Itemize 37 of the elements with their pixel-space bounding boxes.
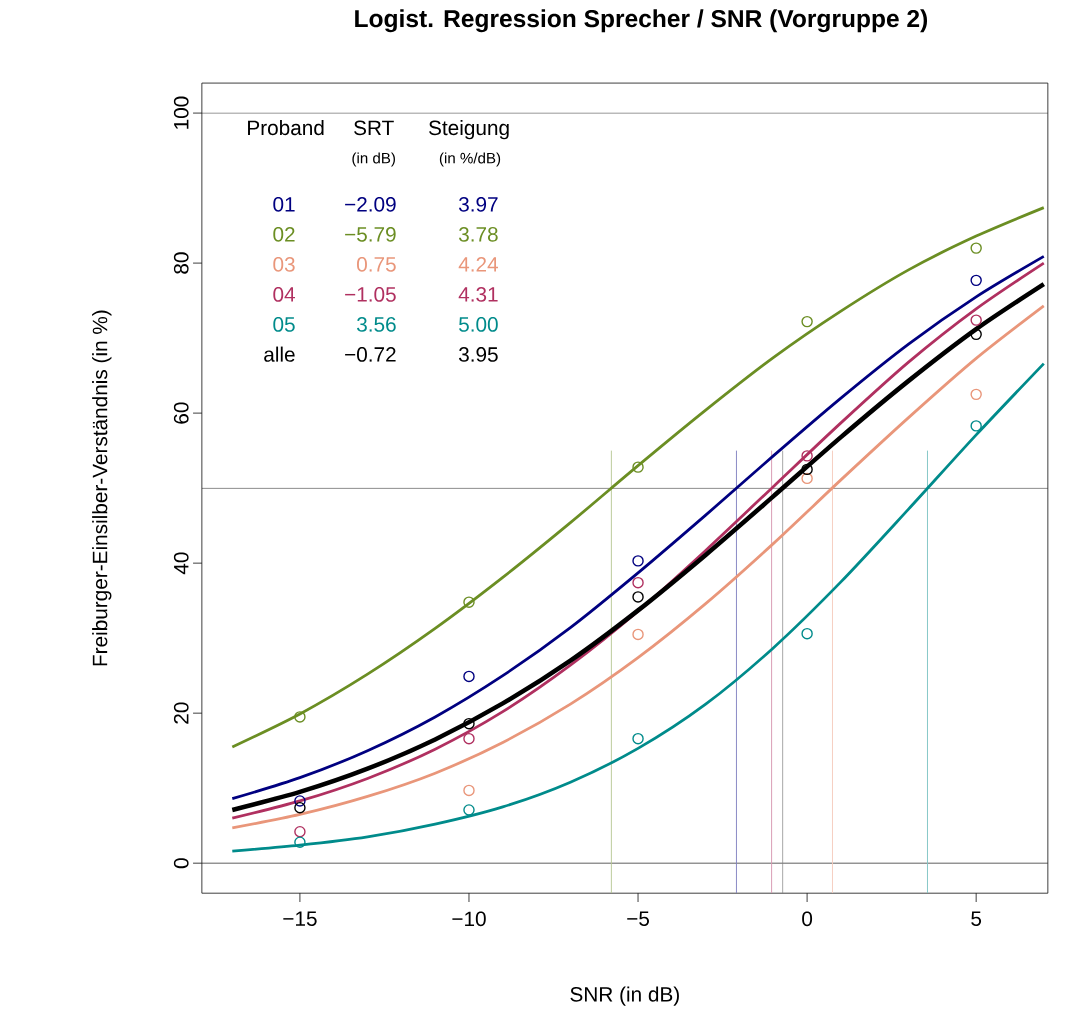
y-tick-label: 60 bbox=[173, 402, 189, 424]
annotation: 3.56 bbox=[357, 317, 396, 332]
text: 05 bbox=[273, 317, 295, 332]
x-tick-label: −5 bbox=[627, 911, 650, 927]
text: 02 bbox=[273, 227, 295, 242]
annotation: SRT bbox=[354, 120, 394, 136]
y-tick-label: 0 bbox=[173, 858, 189, 869]
chart-title: Logist. Regression Sprecher / SNR (Vorgruppe 2) bbox=[355, 9, 928, 33]
x-tick-label: 5 bbox=[971, 911, 982, 927]
y-tick-label: 20 bbox=[173, 702, 189, 724]
annotation: 3.78 bbox=[458, 227, 498, 242]
x-axis-title: SNR (in dB) bbox=[570, 986, 679, 1006]
annotation: 0.75 bbox=[357, 257, 396, 272]
legend-title: Proband bbox=[248, 120, 324, 136]
annotation: −5.79 bbox=[345, 227, 396, 242]
y-tick-label: 40 bbox=[173, 552, 189, 575]
annotation: −1.05 bbox=[345, 287, 396, 302]
annotation: −2.09 bbox=[345, 197, 396, 212]
y-tick-label: 80 bbox=[173, 252, 189, 274]
text: 04 bbox=[273, 287, 295, 302]
annotation: Steigung bbox=[429, 120, 509, 140]
y-tick-label: 100 bbox=[173, 96, 189, 129]
annotation: (in dB) bbox=[352, 152, 395, 167]
text: 01 bbox=[273, 197, 295, 212]
annotation: 3.97 bbox=[458, 197, 498, 212]
text: 03 bbox=[273, 257, 295, 272]
annotation: 5.00 bbox=[459, 317, 498, 332]
annotation: 4.24 bbox=[458, 257, 498, 272]
x-tick-label: −10 bbox=[452, 911, 486, 927]
annotation: 4.31 bbox=[458, 287, 498, 302]
x-tick-label: −15 bbox=[283, 911, 317, 927]
text: alle bbox=[264, 346, 295, 362]
y-axis-title: Freiburger-Einsilber-Verständnis (in %) bbox=[92, 310, 112, 666]
x-tick-label: 0 bbox=[802, 911, 813, 927]
annotation: (in %/dB) bbox=[439, 152, 501, 167]
annotation: 3.95 bbox=[458, 347, 498, 362]
annotation: −0.72 bbox=[345, 347, 396, 362]
